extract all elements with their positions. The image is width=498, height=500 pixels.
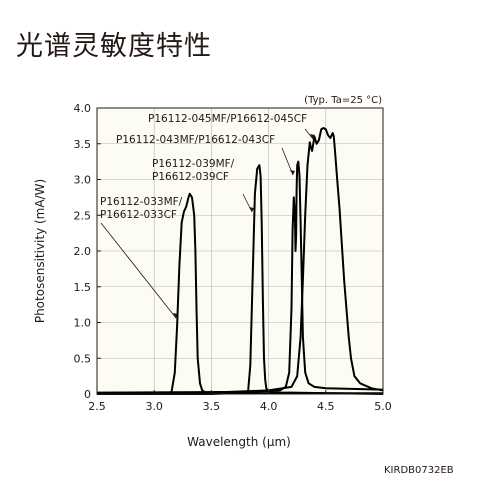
series-label-1: P16612-033CF xyxy=(100,209,177,221)
series-label-3: P16112-043MF/P16612-043CF xyxy=(116,134,275,146)
y-tick-label: 3.0 xyxy=(74,174,92,187)
x-tick-label: 3.5 xyxy=(203,400,221,413)
x-tick-label: 3.0 xyxy=(145,400,163,413)
series-label-leader-1 xyxy=(100,222,177,319)
series-label-2: P16112-039MF/ xyxy=(152,158,235,170)
y-tick-label: 1.0 xyxy=(74,317,92,330)
series-label-arrow-4 xyxy=(310,134,315,139)
y-tick-label: 1.5 xyxy=(74,281,92,294)
page-title: 光谱灵敏度特性 xyxy=(16,31,212,62)
x-axis-label: Wavelength (μm) xyxy=(187,435,291,449)
x-tick-label: 5.0 xyxy=(374,400,392,413)
series-label-arrow-1 xyxy=(173,313,178,318)
series-line-2 xyxy=(97,164,384,395)
y-tick-label: 2.0 xyxy=(74,245,92,258)
axis-ticks: 2.5 3.0 3.5 4.0 4.5 5.0 0 0.5 1.0 1.5 2.0 2.5 3.0 3.5… xyxy=(74,102,392,413)
y-tick-label: 4.0 xyxy=(74,102,92,115)
y-tick-label: 0.5 xyxy=(74,352,92,365)
x-tick-label: 4.5 xyxy=(317,400,335,413)
y-axis-label: Photosensitivity (mA/W) xyxy=(33,179,47,323)
series-line-4 xyxy=(96,127,384,395)
series-label-arrow-3 xyxy=(290,170,295,175)
x-tick-label: 2.5 xyxy=(88,400,106,413)
series-labels: P16112-033MF/P16612-033CF P16112-039MF/P1… xyxy=(100,113,315,319)
series-label-2: P16612-039CF xyxy=(152,171,229,183)
series-label-1: P16112-033MF/ xyxy=(100,196,183,208)
x-tick-label: 4.0 xyxy=(260,400,278,413)
series-label-leader-4 xyxy=(304,128,314,140)
conditions-annotation: (Typ. Ta=25 °C) xyxy=(304,95,382,106)
series-lines xyxy=(96,127,384,395)
series-label-arrow-2 xyxy=(249,207,254,212)
y-tick-label: 3.5 xyxy=(74,138,92,151)
figure-code: KIRDB0732EB xyxy=(384,465,454,476)
series-label-4: P16112-045MF/P16612-045CF xyxy=(148,113,307,125)
y-tick-label: 0 xyxy=(84,388,91,401)
y-tick-label: 2.5 xyxy=(74,209,92,222)
